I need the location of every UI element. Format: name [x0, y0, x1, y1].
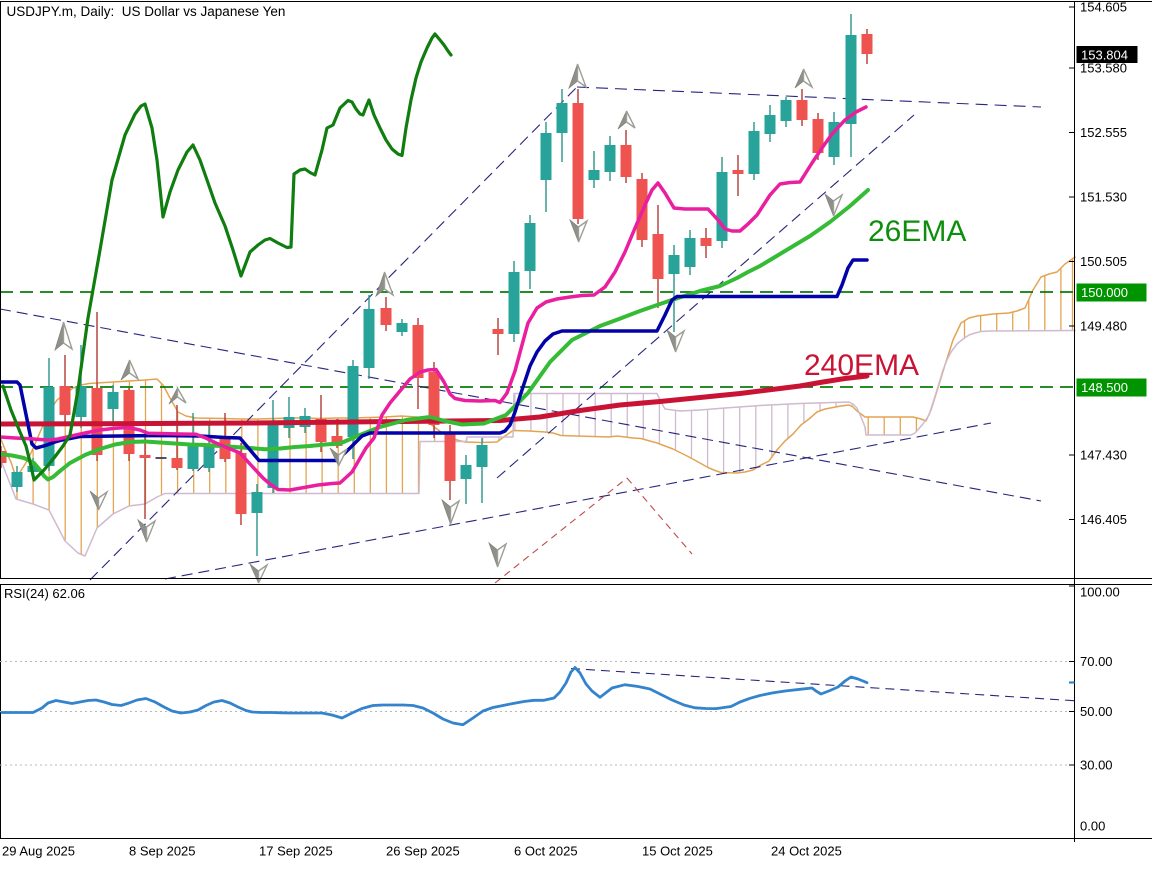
- svg-text:70.00: 70.00: [1080, 654, 1113, 669]
- svg-text:24 Oct 2025: 24 Oct 2025: [771, 844, 842, 859]
- svg-text:150.000: 150.000: [1081, 285, 1128, 300]
- svg-text:148.500: 148.500: [1081, 380, 1128, 395]
- svg-text:0.00: 0.00: [1080, 819, 1105, 834]
- svg-text:151.530: 151.530: [1080, 190, 1127, 205]
- svg-text:100.00: 100.00: [1080, 585, 1120, 600]
- svg-text:154.605: 154.605: [1080, 0, 1127, 15]
- svg-text:30.00: 30.00: [1080, 758, 1113, 773]
- svg-text:149.480: 149.480: [1080, 319, 1127, 334]
- svg-text:RSI(24) 62.06: RSI(24) 62.06: [4, 586, 85, 601]
- svg-text:26 Sep 2025: 26 Sep 2025: [386, 844, 460, 859]
- svg-text:6 Oct 2025: 6 Oct 2025: [514, 844, 578, 859]
- svg-text:146.405: 146.405: [1080, 512, 1127, 527]
- svg-text:150.505: 150.505: [1080, 254, 1127, 269]
- svg-text:26EMA: 26EMA: [868, 215, 966, 248]
- svg-text:240EMA: 240EMA: [804, 349, 919, 382]
- svg-text:29 Aug 2025: 29 Aug 2025: [2, 844, 75, 859]
- svg-text:USDJPY.m, Daily: US Dollar vs: USDJPY.m, Daily: US Dollar vs Japanese Y…: [7, 4, 286, 19]
- svg-text:153.804: 153.804: [1081, 48, 1128, 63]
- svg-text:8 Sep 2025: 8 Sep 2025: [129, 844, 196, 859]
- svg-text:17 Sep 2025: 17 Sep 2025: [259, 844, 333, 859]
- svg-text:50.00: 50.00: [1080, 704, 1113, 719]
- svg-text:147.430: 147.430: [1080, 448, 1127, 463]
- svg-text:152.555: 152.555: [1080, 125, 1127, 140]
- svg-text:153.580: 153.580: [1080, 61, 1127, 76]
- svg-text:15 Oct 2025: 15 Oct 2025: [642, 844, 713, 859]
